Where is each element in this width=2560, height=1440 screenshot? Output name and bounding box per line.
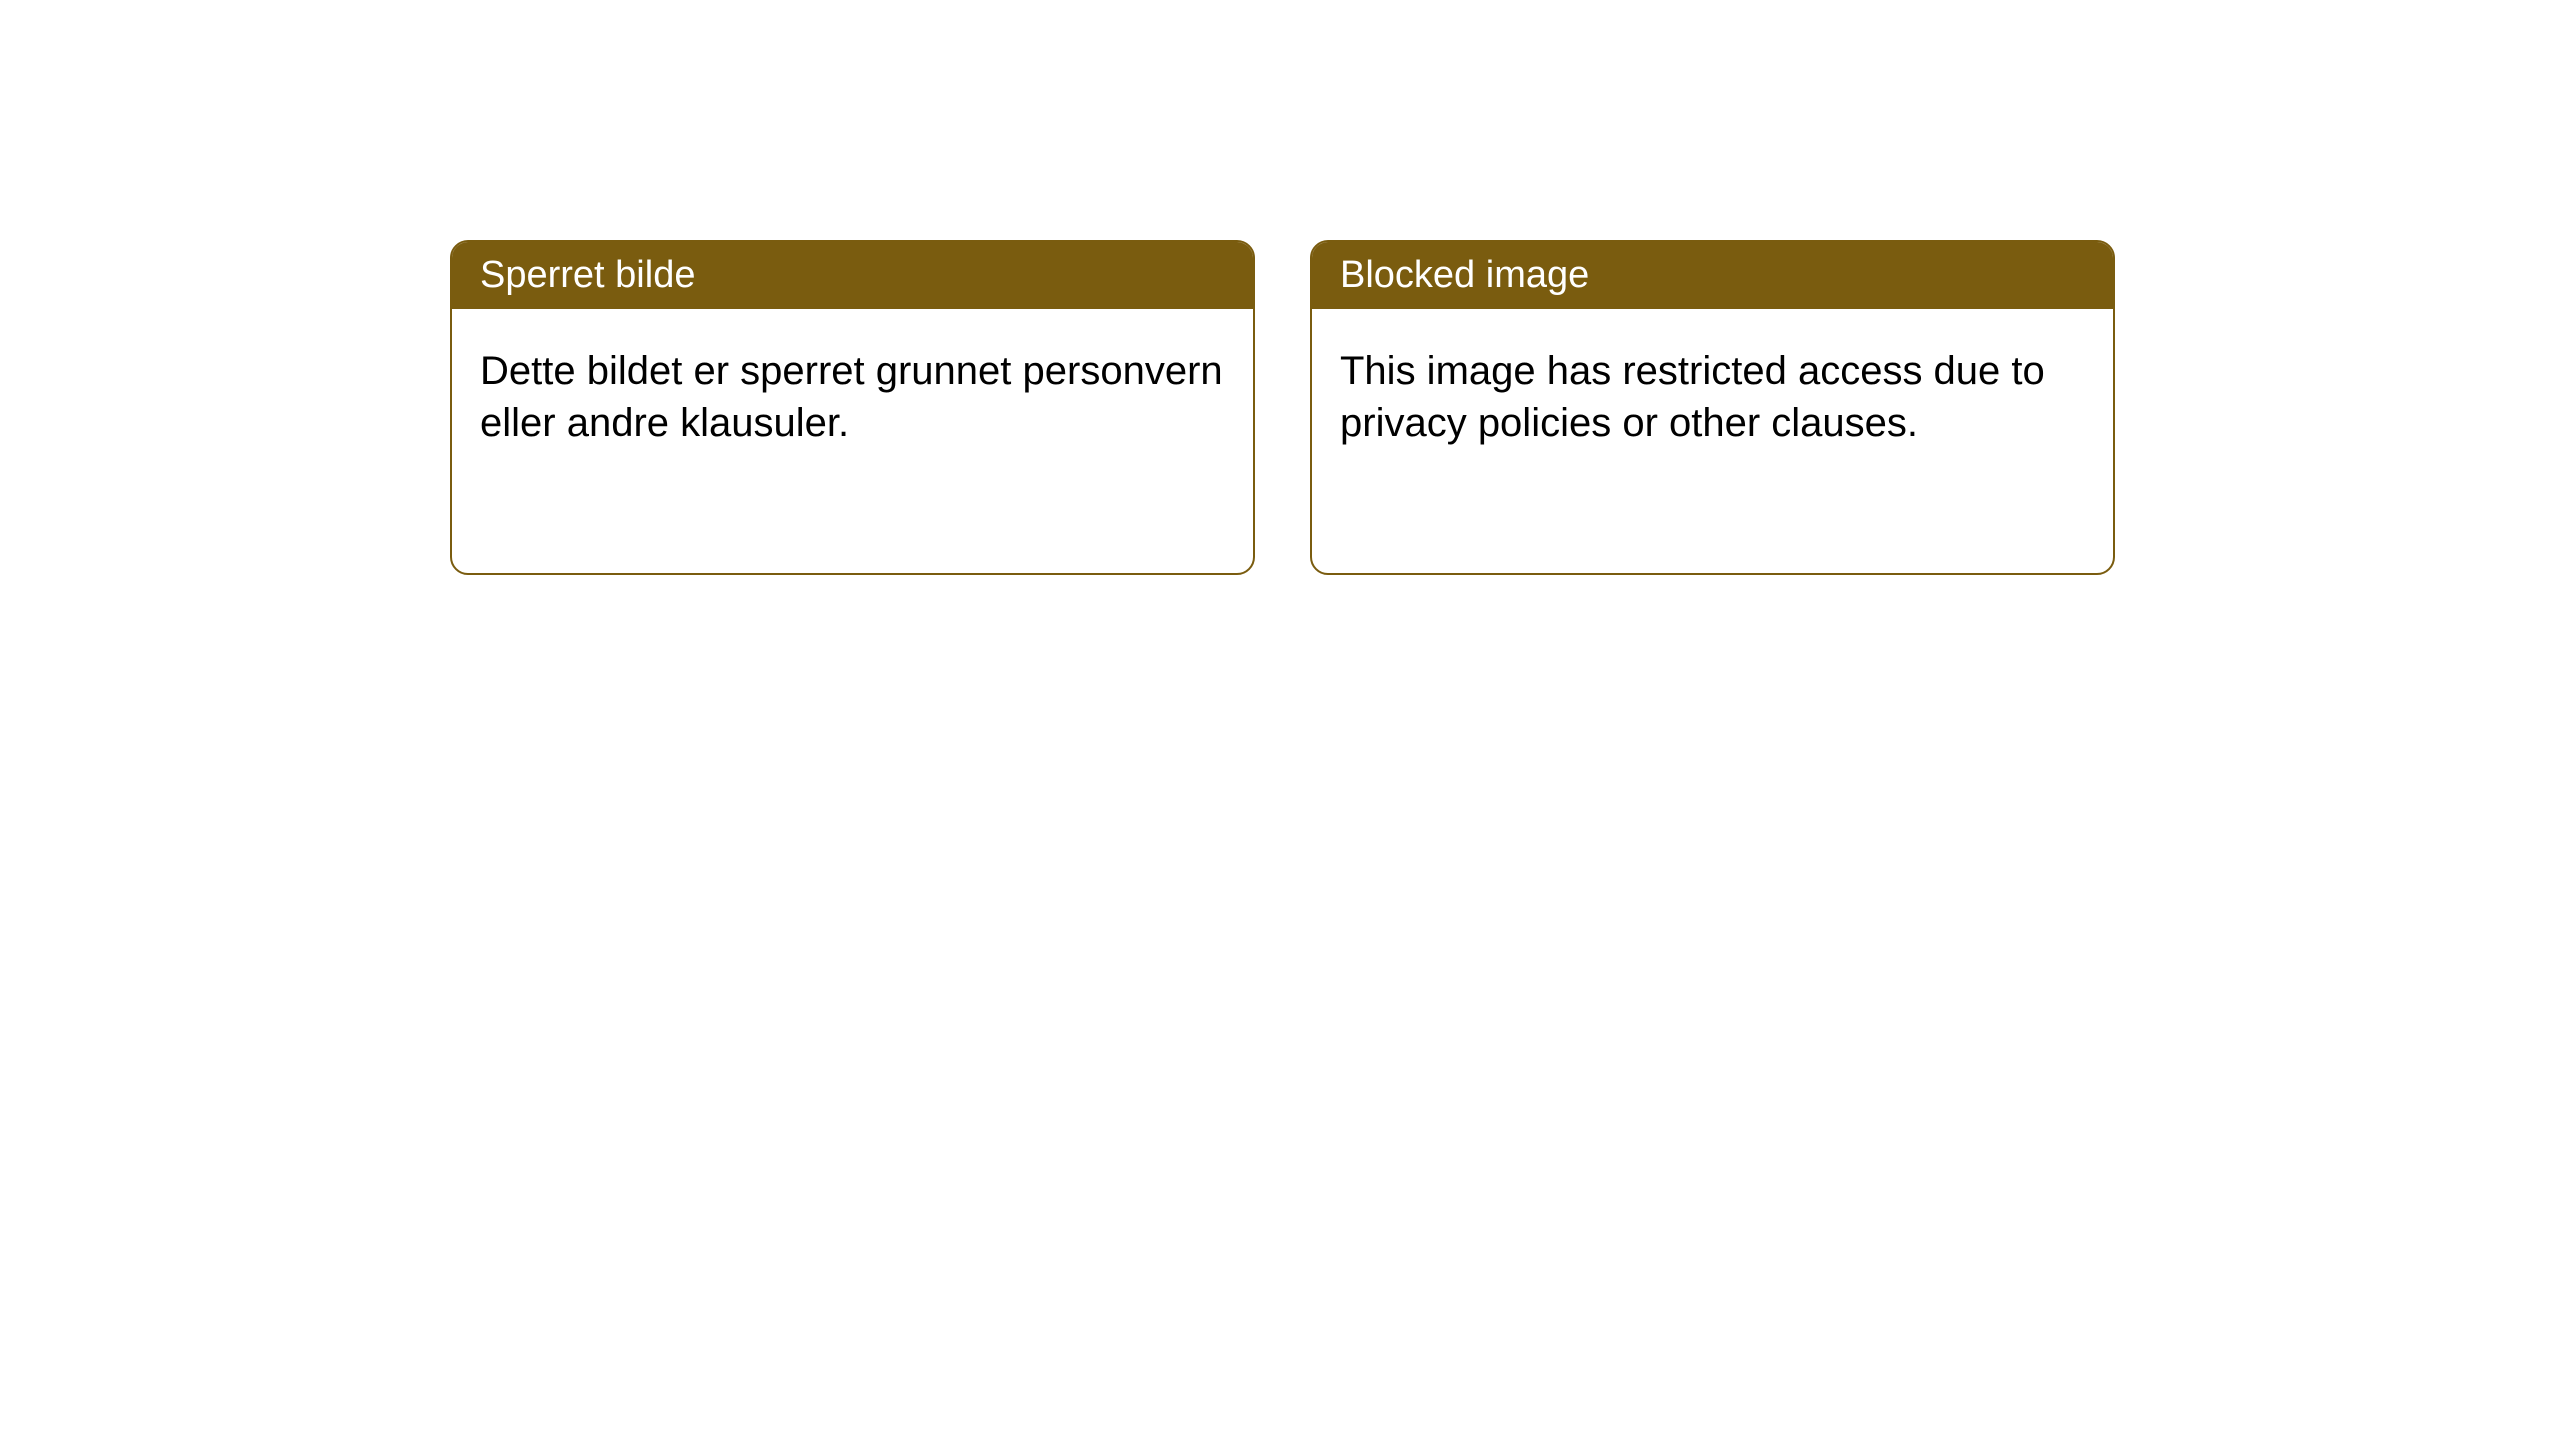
card-message: Dette bildet er sperret grunnet personve… [480, 349, 1223, 445]
card-body: Dette bildet er sperret grunnet personve… [452, 309, 1253, 485]
card-message: This image has restricted access due to … [1340, 349, 2045, 445]
card-header: Blocked image [1312, 242, 2113, 309]
notice-container: Sperret bilde Dette bildet er sperret gr… [0, 0, 2560, 575]
card-title: Sperret bilde [480, 254, 695, 296]
card-header: Sperret bilde [452, 242, 1253, 309]
notice-card-english: Blocked image This image has restricted … [1310, 240, 2115, 575]
card-body: This image has restricted access due to … [1312, 309, 2113, 485]
notice-card-norwegian: Sperret bilde Dette bildet er sperret gr… [450, 240, 1255, 575]
card-title: Blocked image [1340, 254, 1589, 296]
